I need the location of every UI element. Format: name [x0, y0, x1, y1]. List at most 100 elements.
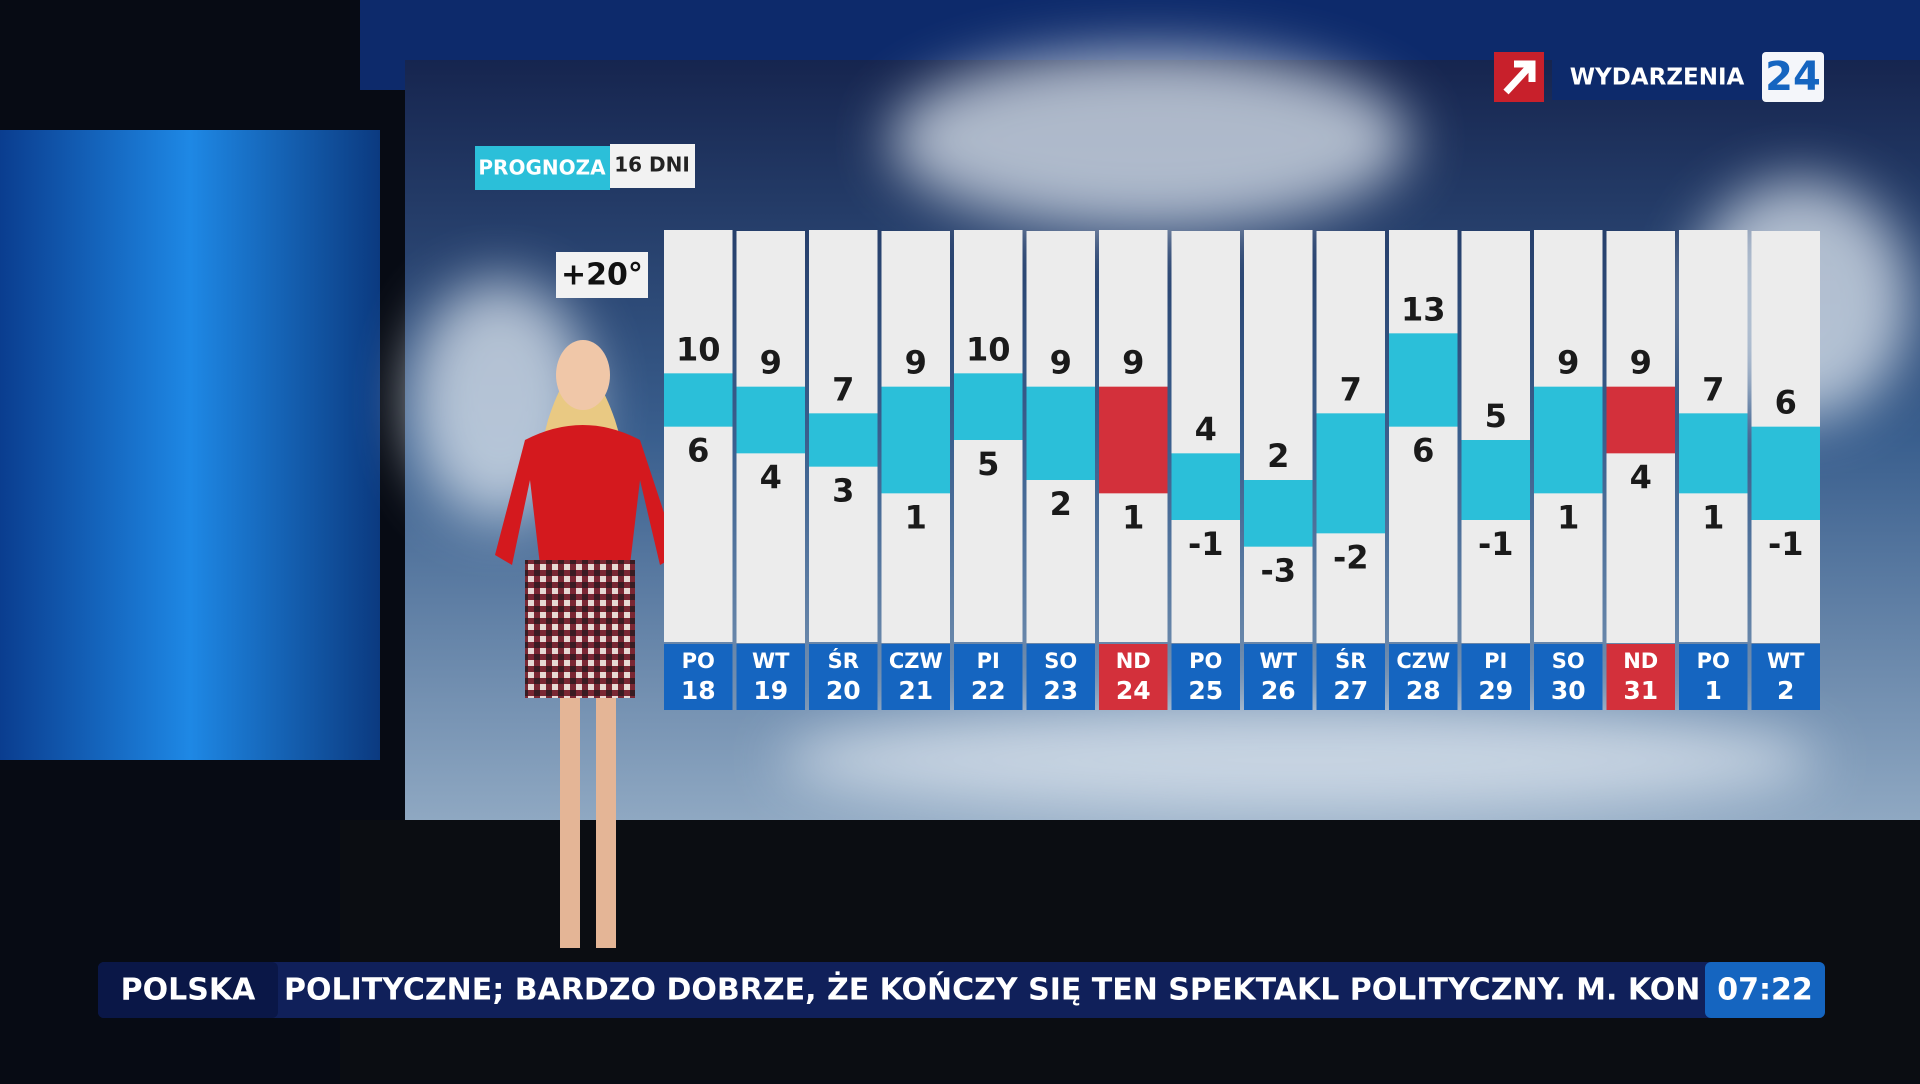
day-date: 1	[1705, 676, 1722, 705]
day-date: 28	[1406, 676, 1441, 705]
chart-badge: PROGNOZA 16 DNI	[475, 144, 695, 190]
day-name: PO	[1189, 649, 1222, 673]
day-date: 18	[681, 676, 716, 705]
day-column	[1461, 231, 1530, 643]
range-bar	[1026, 386, 1095, 480]
low-label: 5	[977, 445, 999, 483]
day-date: 21	[898, 676, 933, 705]
y-tick-label: +20°	[561, 258, 643, 293]
high-label: 7	[1340, 370, 1362, 408]
high-label: 6	[1775, 384, 1797, 422]
range-bar	[1244, 480, 1313, 547]
channel-name: WYDARZENIA	[1570, 65, 1745, 91]
low-label: 1	[1702, 498, 1724, 536]
range-bar	[1679, 413, 1748, 494]
range-bar	[736, 386, 805, 454]
day-date: 29	[1478, 676, 1513, 705]
day-label-box	[736, 644, 805, 710]
high-label: 9	[760, 344, 782, 382]
low-label: 6	[687, 432, 709, 470]
ticker-time: 07:22	[1717, 973, 1813, 1008]
channel-logo: WYDARZENIA 24	[1494, 52, 1824, 102]
ticker-text: POLITYCZNE; BARDZO DOBRZE, ŻE KOŃCZY SIĘ…	[284, 972, 1754, 1008]
low-label: 2	[1050, 485, 1072, 523]
high-label: 9	[1122, 344, 1144, 382]
high-label: 10	[966, 330, 1011, 368]
low-label: 6	[1412, 432, 1434, 470]
day-label-box	[1461, 644, 1530, 710]
badge-title-box	[475, 146, 610, 190]
day-name: ŚR	[1335, 648, 1366, 673]
range-bar	[1751, 426, 1820, 520]
range-bar	[1606, 386, 1675, 454]
logo-number-box	[1762, 52, 1824, 102]
day-column	[664, 230, 733, 642]
day-name: ND	[1623, 649, 1658, 673]
y-tick-box	[556, 252, 648, 298]
day-column	[1389, 230, 1458, 642]
high-label: 9	[1557, 344, 1579, 382]
high-label: 7	[832, 370, 854, 408]
day-name: WT	[752, 649, 790, 673]
day-date: 25	[1188, 676, 1223, 705]
day-date: 26	[1261, 676, 1296, 705]
day-label-box	[1316, 644, 1385, 710]
low-label: 1	[905, 498, 927, 536]
day-label-box	[1534, 644, 1603, 710]
day-label-box	[1751, 644, 1820, 710]
range-bar	[1099, 386, 1168, 494]
high-label: 9	[1050, 344, 1072, 382]
high-label: 5	[1485, 397, 1507, 435]
low-label: -1	[1478, 525, 1514, 563]
presenter	[495, 340, 678, 948]
ticker-bar	[98, 962, 1825, 1018]
ticker-section: POLSKA	[121, 973, 256, 1008]
range-bar	[664, 373, 733, 427]
range-bar	[1316, 413, 1385, 534]
day-name: PI	[1484, 649, 1507, 673]
day-date: 22	[971, 676, 1006, 705]
day-name: WT	[1260, 649, 1298, 673]
low-label: 4	[1630, 458, 1652, 496]
ticker-time-box	[1705, 962, 1825, 1018]
day-date: 23	[1043, 676, 1078, 705]
day-name: PI	[977, 649, 1000, 673]
low-label: 4	[760, 458, 782, 496]
day-date: 27	[1333, 676, 1368, 705]
range-bar	[1461, 440, 1530, 520]
channel-number: 24	[1765, 54, 1821, 100]
high-label: 10	[676, 330, 721, 368]
range-bar	[1389, 333, 1458, 427]
badge-title: PROGNOZA	[478, 156, 606, 180]
day-column	[1171, 231, 1240, 643]
low-label: -3	[1260, 552, 1296, 590]
studio-wall	[0, 130, 380, 760]
day-name: ND	[1116, 649, 1151, 673]
low-label: 3	[832, 472, 854, 510]
day-name: WT	[1767, 649, 1805, 673]
day-label-box	[1679, 644, 1748, 710]
day-date: 2	[1777, 676, 1794, 705]
day-label-box	[1099, 644, 1168, 710]
badge-days-box	[610, 144, 695, 188]
day-date: 31	[1623, 676, 1658, 705]
high-label: 7	[1702, 370, 1724, 408]
range-bar	[881, 386, 950, 494]
day-label-box	[881, 644, 950, 710]
day-label-box	[1244, 644, 1313, 710]
day-date: 30	[1551, 676, 1586, 705]
range-bar	[954, 373, 1023, 440]
day-name: PO	[1697, 649, 1730, 673]
day-name: PO	[682, 649, 715, 673]
high-label: 9	[1630, 344, 1652, 382]
low-label: 1	[1122, 498, 1144, 536]
high-label: 13	[1401, 290, 1446, 328]
day-name: CZW	[1396, 649, 1450, 673]
day-date: 24	[1116, 676, 1151, 705]
day-name: SO	[1552, 649, 1585, 673]
low-label: -2	[1333, 538, 1369, 576]
day-date: 20	[826, 676, 861, 705]
range-bar	[1171, 453, 1240, 520]
day-name: SO	[1044, 649, 1077, 673]
